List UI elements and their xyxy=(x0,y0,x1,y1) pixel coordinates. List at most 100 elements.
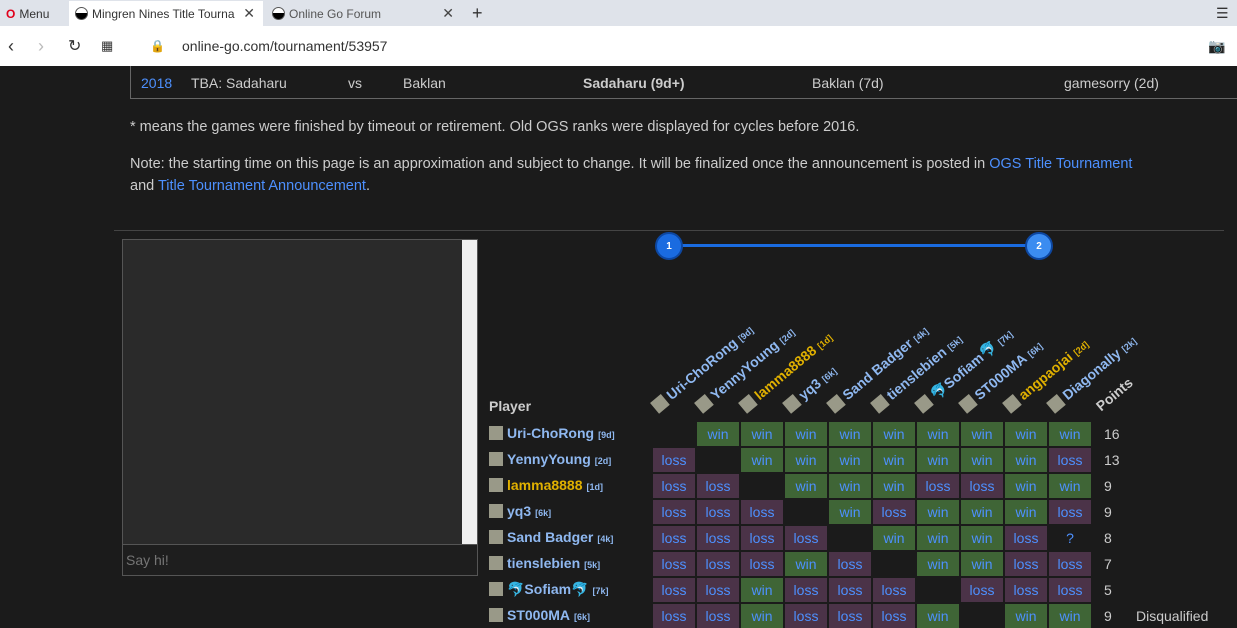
result-cell[interactable]: loss xyxy=(873,500,915,524)
player-name[interactable]: ST000MA xyxy=(507,607,571,623)
result-cell[interactable]: loss xyxy=(829,604,871,628)
round-1-button[interactable]: 1 xyxy=(655,232,683,260)
forward-icon[interactable]: › xyxy=(38,35,44,56)
camera-icon[interactable]: 📷 xyxy=(1208,37,1226,54)
result-cell[interactable]: win xyxy=(873,526,915,550)
result-cell[interactable]: win xyxy=(785,474,827,498)
player-row-name[interactable]: Uri-ChoRong [9d] xyxy=(489,425,615,441)
result-cell[interactable]: loss xyxy=(1049,578,1091,602)
result-cell[interactable]: loss xyxy=(741,526,783,550)
result-cell[interactable]: loss xyxy=(741,500,783,524)
player-name[interactable]: YennyYoung xyxy=(507,451,591,467)
result-cell[interactable]: loss xyxy=(653,604,695,628)
result-cell[interactable]: loss xyxy=(741,552,783,576)
result-cell[interactable]: loss xyxy=(829,578,871,602)
announcement-link[interactable]: Title Tournament Announcement xyxy=(157,178,366,194)
result-cell[interactable]: win xyxy=(785,448,827,472)
url-field[interactable]: online-go.com/tournament/53957 xyxy=(182,38,388,54)
ogs-title-tournament-link[interactable]: OGS Title Tournament xyxy=(989,156,1133,172)
back-icon[interactable]: ‹ xyxy=(8,35,14,56)
close-tab-icon[interactable]: ✕ xyxy=(442,5,454,21)
result-cell[interactable]: loss xyxy=(697,526,739,550)
result-cell[interactable]: win xyxy=(829,448,871,472)
result-cell[interactable]: loss xyxy=(697,578,739,602)
result-cell[interactable]: win xyxy=(829,474,871,498)
result-cell[interactable]: loss xyxy=(917,474,959,498)
tab-forum[interactable]: Online Go Forum ✕ xyxy=(266,1,462,26)
result-cell[interactable]: loss xyxy=(1005,526,1047,550)
result-cell[interactable]: win xyxy=(873,474,915,498)
result-cell[interactable]: win xyxy=(873,422,915,446)
player-name[interactable]: Uri-ChoRong xyxy=(507,425,595,441)
result-cell[interactable]: win xyxy=(1005,474,1047,498)
player-name[interactable]: tienslebien xyxy=(507,555,581,571)
opera-menu-button[interactable]: O Menu xyxy=(0,1,66,26)
result-cell[interactable]: win xyxy=(741,422,783,446)
result-cell[interactable]: win xyxy=(961,448,1003,472)
speed-dial-icon[interactable]: ▦ xyxy=(101,38,114,53)
result-cell[interactable]: loss xyxy=(697,474,739,498)
result-cell[interactable]: loss xyxy=(1005,552,1047,576)
tab-mingren[interactable]: Mingren Nines Title Tourna ✕ xyxy=(69,1,263,26)
result-cell[interactable]: loss xyxy=(697,604,739,628)
close-tab-icon[interactable]: ✕ xyxy=(243,5,255,21)
result-cell[interactable]: loss xyxy=(961,578,1003,602)
result-cell[interactable]: win xyxy=(1005,422,1047,446)
result-cell[interactable]: loss xyxy=(1049,552,1091,576)
result-cell[interactable]: loss xyxy=(653,474,695,498)
result-cell[interactable]: loss xyxy=(785,578,827,602)
player-row-name[interactable]: ST000MA [6k] xyxy=(489,607,590,623)
result-cell[interactable]: loss xyxy=(1049,500,1091,524)
result-cell[interactable]: win xyxy=(917,422,959,446)
result-cell[interactable]: ? xyxy=(1066,530,1074,546)
result-cell[interactable]: loss xyxy=(653,578,695,602)
result-cell[interactable]: loss xyxy=(653,448,695,472)
result-cell[interactable]: win xyxy=(917,448,959,472)
result-cell[interactable]: win xyxy=(917,526,959,550)
result-cell[interactable]: win xyxy=(1049,422,1091,446)
result-cell[interactable]: win xyxy=(785,422,827,446)
result-cell[interactable]: loss xyxy=(829,552,871,576)
player-row-name[interactable]: yq3 [6k] xyxy=(489,503,551,519)
result-cell[interactable]: win xyxy=(1049,604,1091,628)
result-cell[interactable]: win xyxy=(1005,500,1047,524)
result-cell[interactable]: loss xyxy=(697,500,739,524)
result-cell[interactable]: win xyxy=(961,526,1003,550)
result-cell[interactable]: win xyxy=(1005,448,1047,472)
result-cell[interactable]: loss xyxy=(873,578,915,602)
result-cell[interactable]: win xyxy=(961,552,1003,576)
result-cell[interactable]: loss xyxy=(1005,578,1047,602)
player-row-name[interactable]: Sand Badger [4k] xyxy=(489,529,613,545)
result-cell[interactable]: win xyxy=(697,422,739,446)
result-cell[interactable]: win xyxy=(741,604,783,628)
result-cell[interactable]: win xyxy=(741,578,783,602)
result-cell[interactable]: loss xyxy=(697,552,739,576)
result-cell[interactable]: win xyxy=(917,604,959,628)
result-cell[interactable]: win xyxy=(873,448,915,472)
result-cell[interactable]: loss xyxy=(785,604,827,628)
result-cell[interactable]: win xyxy=(917,552,959,576)
result-cell[interactable]: win xyxy=(961,500,1003,524)
player-name[interactable]: Sand Badger xyxy=(507,529,594,545)
player-name[interactable]: lamma8888 xyxy=(507,477,583,493)
result-cell[interactable]: win xyxy=(917,500,959,524)
result-cell[interactable]: loss xyxy=(653,500,695,524)
round-2-button[interactable]: 2 xyxy=(1025,232,1053,260)
result-cell[interactable]: loss xyxy=(1049,448,1091,472)
result-cell[interactable]: win xyxy=(1005,604,1047,628)
result-cell[interactable]: loss xyxy=(785,526,827,550)
result-cell[interactable]: win xyxy=(829,422,871,446)
chat-scrollbar[interactable] xyxy=(462,240,477,545)
result-cell[interactable]: win xyxy=(961,422,1003,446)
result-cell[interactable]: loss xyxy=(961,474,1003,498)
column-player-name[interactable]: yq3 xyxy=(795,375,824,403)
chat-input[interactable] xyxy=(123,544,477,575)
new-tab-button[interactable]: + xyxy=(472,3,483,23)
result-cell[interactable]: win xyxy=(741,448,783,472)
result-cell[interactable]: win xyxy=(785,552,827,576)
player-row-name[interactable]: tienslebien [5k] xyxy=(489,555,600,571)
year-link[interactable]: 2018 xyxy=(141,75,173,91)
result-cell[interactable]: win xyxy=(829,500,871,524)
result-cell[interactable]: loss xyxy=(873,604,915,628)
player-row-name[interactable]: lamma8888 [1d] xyxy=(489,477,603,493)
